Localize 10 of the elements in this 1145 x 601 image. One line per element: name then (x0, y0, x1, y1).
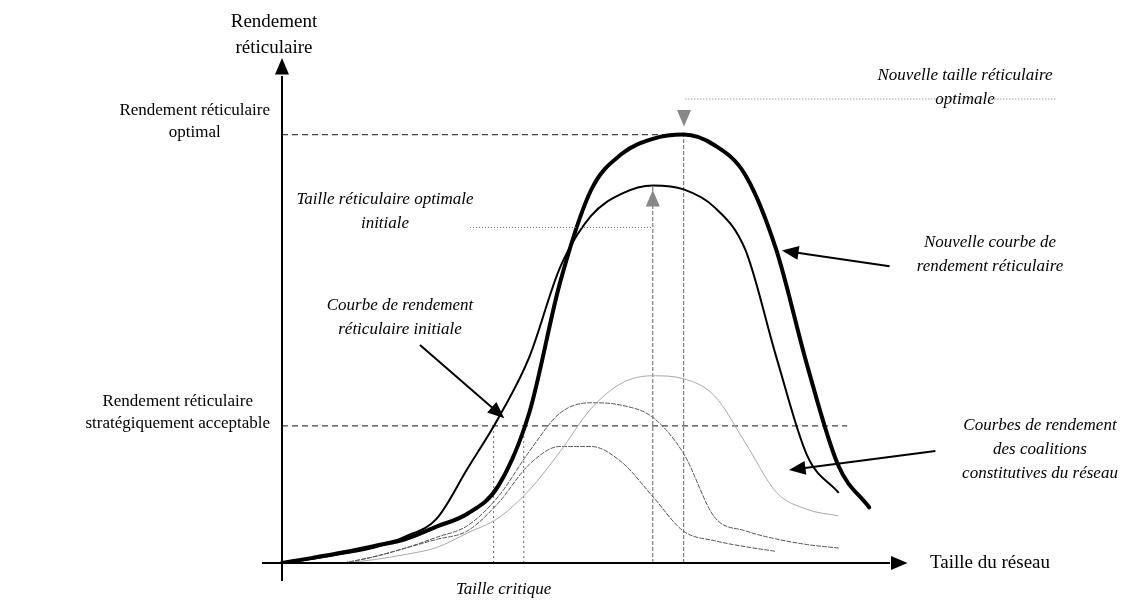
text: Courbes de rendement des coalitions constitutives du réseau (962, 415, 1118, 483)
x-axis-title: Taille du réseau (930, 550, 1051, 572)
text: Nouvelle taille réticulaire optimale (876, 65, 1053, 109)
text: Nouvelle courbe de rendement réticulaire (916, 232, 1064, 276)
ref-line-label: Rendement réticulaire optimal (119, 100, 271, 142)
annotation: Courbe de rendement réticulaire initiale (326, 295, 475, 339)
text: Taille critique (455, 578, 552, 598)
annotation: Taille réticulaire optimale initiale (296, 189, 475, 233)
ref-line-label: Rendement réticulaire stratégiquement acceptable (85, 391, 270, 433)
y-axis-title: Rendement réticulaire (230, 9, 318, 57)
